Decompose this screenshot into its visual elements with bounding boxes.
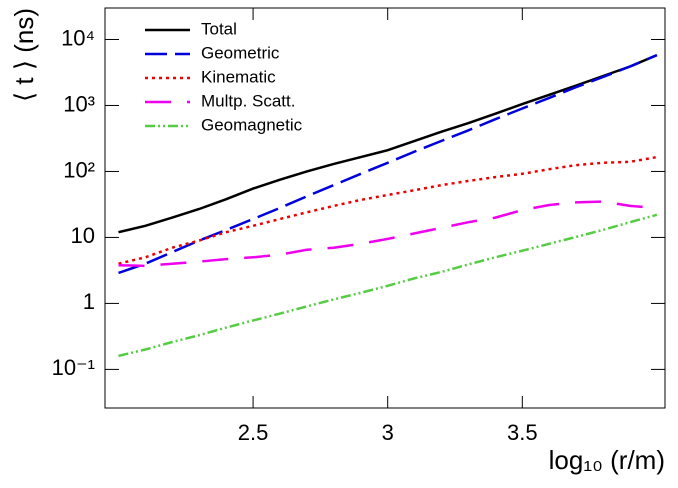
y-tick-label: 10⁻¹: [52, 355, 95, 380]
legend-label: Geometric: [201, 43, 280, 62]
x-tick-label: 3.5: [507, 420, 538, 445]
series-line: [118, 200, 657, 268]
y-axis-label: ⟨ t ⟩ (ns): [9, 8, 39, 102]
x-axis-label: log₁₀ (r/m): [549, 445, 665, 475]
series-line: [118, 155, 658, 265]
y-tick-label: 10³: [63, 91, 95, 116]
legend-label: Kinematic: [201, 67, 276, 86]
legend-label: Geomagnetic: [201, 115, 303, 134]
legend-label: Total: [201, 19, 237, 38]
y-tick-label: 10²: [63, 157, 95, 182]
legend-label: Multp. Scatt.: [201, 91, 295, 110]
x-tick-label: 2.5: [238, 420, 269, 445]
x-tick-label: 3: [382, 420, 394, 445]
series-line: [118, 213, 658, 358]
series-line: [118, 53, 658, 234]
y-tick-label: 10⁴: [61, 25, 95, 50]
y-tick-label: 1: [83, 289, 95, 314]
plot-frame: [104, 7, 666, 409]
y-tick-label: 10: [71, 223, 95, 248]
